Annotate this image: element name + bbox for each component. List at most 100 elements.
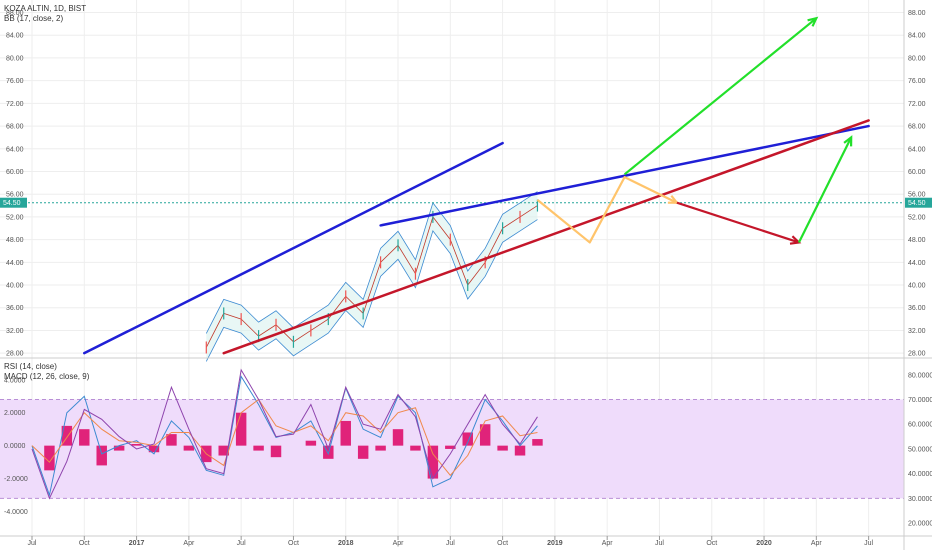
macd-histogram-bar[interactable]	[375, 445, 386, 451]
price-pane[interactable]: 54.50 54.50	[0, 191, 932, 362]
x-tick-label: Jul	[237, 540, 246, 547]
y-tick-left: 72.00	[6, 101, 24, 108]
y-tick-right: 52.00	[908, 214, 926, 221]
y-tick-left: 44.00	[6, 260, 24, 267]
x-tick-label: 2019	[547, 540, 563, 547]
y-tick-left: 32.00	[6, 328, 24, 335]
indicator-pane[interactable]	[31, 368, 543, 500]
signal-line[interactable]	[31, 398, 538, 477]
macd-histogram-bar[interactable]	[357, 445, 369, 459]
y-tick-left: 28.00	[6, 351, 24, 358]
macd-histogram-bar[interactable]	[235, 412, 247, 446]
rsi-tick: 70.0000	[908, 397, 932, 404]
macd-histogram-bar[interactable]	[183, 445, 195, 451]
rsi-tick: 50.0000	[908, 446, 932, 453]
x-tick-label: 2020	[756, 540, 772, 547]
y-tick-left: 88.00	[6, 10, 24, 17]
macd-histogram-bar[interactable]	[253, 445, 264, 451]
macd-histogram-bar[interactable]	[96, 445, 107, 466]
y-tick-right: 88.00	[908, 10, 926, 17]
y-tick-right: 84.00	[908, 33, 926, 40]
x-tick-label: 2017	[129, 540, 145, 547]
macd-histogram-bar[interactable]	[131, 444, 142, 446]
legend-symbol: KOZA ALTIN, 1D, BIST	[4, 4, 87, 13]
projection-red-path[interactable]	[676, 201, 800, 244]
trendline-upper-channel[interactable]	[83, 141, 504, 355]
macd-histogram-bar[interactable]	[479, 424, 491, 446]
rsi-tick: 60.0000	[908, 422, 932, 429]
macd-histogram-bar[interactable]	[218, 445, 229, 456]
legend-indicators: RSI (14, close) MACD (12, 26, close, 9)	[4, 362, 89, 382]
projection-orange-path[interactable]	[536, 176, 678, 244]
projection-green-arrowhead	[843, 135, 853, 147]
macd-histogram-bar[interactable]	[427, 445, 439, 479]
current-price-tag-left: 54.50	[3, 200, 21, 207]
macd-histogram-bar[interactable]	[113, 445, 125, 451]
legend-macd: MACD (12, 26, close, 9)	[4, 372, 90, 381]
y-tick-left: 60.00	[6, 169, 24, 176]
macd-histogram-bar[interactable]	[148, 445, 160, 453]
macd-histogram-bar[interactable]	[462, 432, 473, 446]
bollinger-lower[interactable]	[205, 219, 538, 362]
trendline-support[interactable]	[222, 119, 870, 355]
x-tick-label: Oct	[706, 540, 717, 547]
macd-histogram-bar[interactable]	[445, 445, 456, 449]
projection-green-path[interactable]	[797, 136, 853, 243]
y-tick-left: 76.00	[6, 78, 24, 85]
current-price-tag-right-bg	[905, 197, 932, 208]
rsi-line[interactable]	[31, 368, 538, 500]
trendline-resistance[interactable]	[379, 124, 870, 227]
projection-green-arrowhead	[807, 16, 819, 27]
x-tick-label: Jul	[446, 540, 455, 547]
annotations-layer	[83, 16, 870, 355]
macd-histogram-bar[interactable]	[410, 445, 421, 451]
bollinger-basis[interactable]	[205, 205, 538, 348]
y-tick-left: 52.00	[6, 214, 24, 221]
y-tick-right: 64.00	[908, 146, 926, 153]
y-tick-left: 48.00	[6, 237, 24, 244]
x-tick-label: Apr	[602, 540, 614, 547]
y-tick-right: 80.00	[908, 55, 926, 62]
y-tick-right: 68.00	[908, 124, 926, 131]
x-tick-label: Jul	[28, 540, 37, 547]
x-tick-label: Apr	[393, 540, 405, 547]
y-tick-left: 84.00	[6, 33, 24, 40]
x-tick-label: 2018	[338, 540, 354, 547]
x-tick-label: Oct	[288, 540, 299, 547]
macd-histogram-bar[interactable]	[166, 434, 177, 446]
legend-price: KOZA ALTIN, 1D, BIST BB (17, close, 2)	[4, 4, 86, 24]
macd-histogram-bar[interactable]	[497, 445, 508, 451]
macd-tick: -4.0000	[4, 509, 28, 516]
y-tick-right: 76.00	[908, 78, 926, 85]
macd-histogram-bar[interactable]	[514, 445, 526, 456]
macd-tick: 2.0000	[4, 410, 26, 417]
macd-histogram-bar[interactable]	[340, 420, 351, 446]
macd-histogram-bar[interactable]	[44, 445, 55, 471]
bollinger-upper[interactable]	[205, 191, 538, 334]
y-tick-right: 56.00	[908, 192, 926, 199]
bollinger-band-fill	[206, 191, 538, 362]
current-price-tag-right: 54.50	[908, 200, 926, 207]
y-tick-right: 48.00	[908, 237, 926, 244]
macd-histogram-bar[interactable]	[392, 429, 404, 446]
y-tick-left: 40.00	[6, 283, 24, 290]
projection-green-path[interactable]	[623, 17, 818, 176]
x-tick-label: Jul	[864, 540, 873, 547]
x-tick-label: Oct	[497, 540, 508, 547]
y-tick-right: 28.00	[908, 351, 926, 358]
macd-histogram-bar[interactable]	[305, 440, 317, 446]
legend-rsi: RSI (14, close)	[4, 362, 57, 371]
y-tick-right: 32.00	[908, 328, 926, 335]
macd-histogram-bar[interactable]	[61, 425, 73, 446]
x-tick-label: Oct	[79, 540, 90, 547]
macd-tick: -2.0000	[4, 476, 28, 483]
macd-histogram-bar[interactable]	[532, 439, 543, 446]
y-tick-right: 36.00	[908, 305, 926, 312]
macd-histogram-bar[interactable]	[79, 429, 90, 446]
y-tick-right: 40.00	[908, 283, 926, 290]
y-tick-left: 56.00	[6, 192, 24, 199]
macd-histogram-bar[interactable]	[270, 445, 282, 458]
y-tick-left: 64.00	[6, 146, 24, 153]
